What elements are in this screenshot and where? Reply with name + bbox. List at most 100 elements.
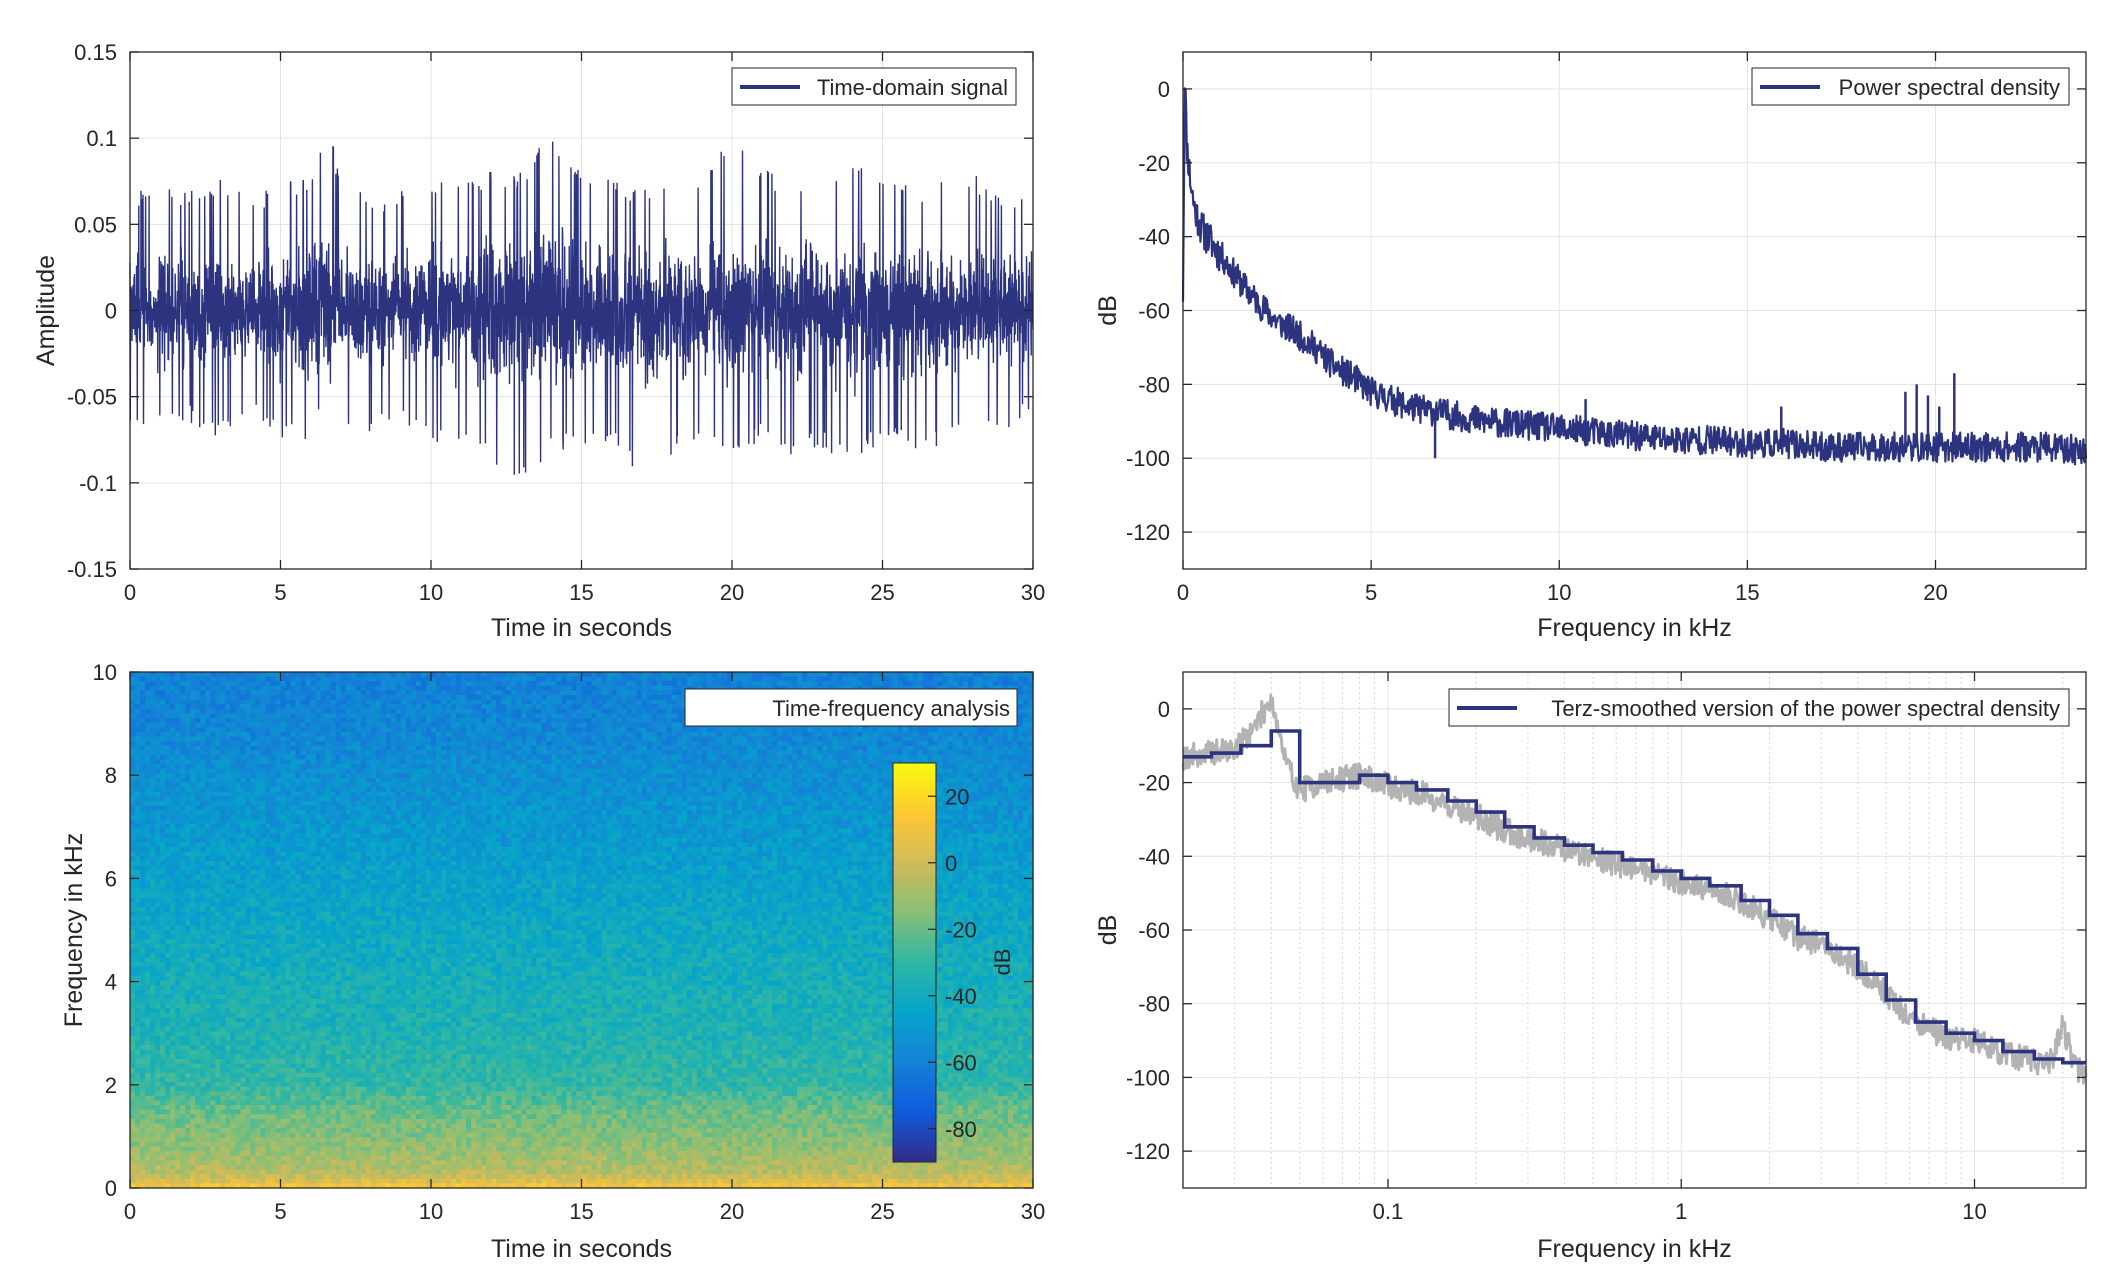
- spectrogram-cell: [290, 722, 297, 728]
- spectrogram-cell: [425, 713, 432, 719]
- spectrogram-cell: [335, 773, 342, 779]
- spectrogram-cell: [596, 754, 603, 761]
- spectrogram-cell: [220, 690, 226, 696]
- spectrogram-cell: [581, 768, 588, 774]
- spectrogram-cell: [335, 731, 342, 738]
- spectrogram-cell: [270, 773, 277, 779]
- spectrogram-cell: [556, 768, 563, 774]
- spectrogram-cell: [205, 741, 211, 747]
- spectrogram-cell: [676, 727, 683, 733]
- spectrogram-cell: [681, 768, 688, 774]
- spectrogram-cell: [832, 676, 838, 682]
- spectrogram-cell: [927, 745, 934, 751]
- spectrogram-cell: [405, 713, 412, 719]
- spectrogram-cell: [1027, 768, 1034, 774]
- spectrogram-cell: [285, 777, 292, 784]
- spectrogram-cell: [691, 750, 698, 756]
- spectrogram-cell: [235, 704, 241, 710]
- spectrogram-cell: [491, 681, 497, 687]
- spectrogram-cell: [656, 782, 663, 788]
- spectrogram-cell: [446, 773, 452, 779]
- spectrogram-cell: [395, 708, 402, 715]
- spectrogram-cell: [160, 745, 166, 751]
- spectrogram-cell: [385, 722, 392, 728]
- spectrogram-cell: [822, 759, 828, 765]
- spectrogram-cell: [832, 764, 838, 770]
- spectrogram-cell: [777, 773, 783, 779]
- spectrogram-cell: [165, 773, 171, 779]
- spectrogram-cell: [180, 731, 186, 738]
- spectrogram-cell: [997, 741, 1004, 747]
- spectrogram-cell: [130, 759, 136, 765]
- spectrogram-cell: [802, 759, 808, 765]
- spectrogram-cell: [140, 713, 146, 719]
- spectrogram-cell: [245, 699, 251, 705]
- spectrogram-cell: [235, 731, 241, 738]
- spectrogram-cell: [561, 722, 568, 728]
- spectrogram-cell: [641, 745, 648, 751]
- spectrogram-cell: [581, 750, 588, 756]
- spectrogram-cell: [180, 704, 186, 710]
- spectrogram-cell: [857, 782, 864, 788]
- spectrogram-cell: [691, 745, 698, 751]
- spectrogram-cell: [160, 718, 166, 724]
- spectrogram-cell: [395, 777, 402, 784]
- spectrogram-cell: [877, 676, 884, 682]
- spectrogram-cell: [390, 764, 397, 770]
- spectrogram-cell: [952, 681, 959, 687]
- spectrogram-cell: [1012, 764, 1019, 770]
- spectrogram-cell: [631, 745, 638, 751]
- spectrogram-cell: [175, 672, 181, 678]
- spectrogram-cell: [716, 768, 723, 774]
- spectrogram-cell: [807, 754, 813, 761]
- spectrogram-cell: [446, 695, 452, 701]
- spectrogram-cell: [340, 713, 347, 719]
- spectrogram-cell: [165, 708, 171, 715]
- spectrogram-cell: [365, 750, 372, 756]
- spectrogram-cell: [666, 690, 673, 696]
- spectrogram-cell: [531, 750, 537, 756]
- spectrogram-cell: [792, 759, 798, 765]
- spectrogram-cell: [952, 782, 959, 788]
- spectrogram-cell: [812, 768, 818, 774]
- spectrogram-cell: [571, 773, 578, 779]
- spectrogram-cell: [335, 768, 342, 774]
- spectrogram-cell: [175, 685, 181, 692]
- spectrogram-cell: [285, 787, 292, 793]
- spectrogram-cell: [300, 768, 307, 774]
- spectrogram-cell: [466, 685, 472, 692]
- spectrogram-cell: [972, 672, 979, 678]
- spectrogram-cell: [345, 741, 352, 747]
- spectrogram-cell: [556, 685, 563, 692]
- spectrogram-cell: [390, 777, 397, 784]
- spectrogram-cell: [265, 704, 272, 710]
- spectrogram-cell: [767, 741, 773, 747]
- spectrogram-cell: [456, 745, 462, 751]
- spectrogram-cell: [260, 736, 267, 742]
- spectrogram-cell: [205, 745, 211, 751]
- spectrogram-cell: [1022, 782, 1029, 788]
- spectrogram-cell: [711, 676, 718, 682]
- spectrogram-cell: [661, 745, 668, 751]
- spectrogram-cell: [195, 750, 201, 756]
- spectrogram-cell: [145, 791, 151, 797]
- spectrogram-cell: [255, 754, 262, 761]
- spectrogram-cell: [726, 731, 733, 738]
- spectrogram-cell: [887, 791, 894, 797]
- spectrogram-cell: [1012, 768, 1019, 774]
- spectrogram-cell: [425, 727, 432, 733]
- spectrogram-cell: [726, 782, 733, 788]
- spectrogram-cell: [315, 699, 322, 705]
- spectrogram-cell: [155, 741, 161, 747]
- spectrogram-cell: [631, 787, 638, 793]
- spectrogram-cell: [767, 681, 773, 687]
- spectrogram-cell: [566, 722, 573, 728]
- spectrogram-cell: [762, 681, 768, 687]
- spectrogram-cell: [681, 791, 688, 797]
- spectrogram-cell: [656, 718, 663, 724]
- spectrogram-cell: [511, 704, 517, 710]
- spectrogram-cell: [140, 754, 146, 761]
- spectrogram-cell: [671, 787, 678, 793]
- spectrogram-cell: [747, 685, 753, 692]
- spectrogram-cell: [822, 681, 828, 687]
